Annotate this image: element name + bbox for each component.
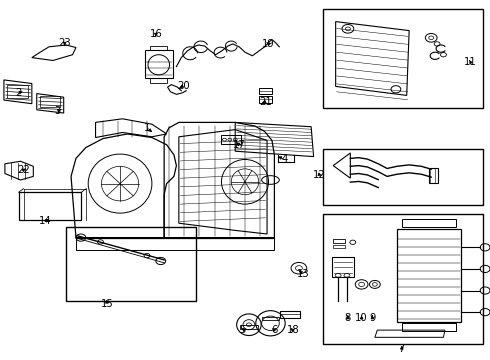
Bar — [397, 229, 461, 322]
Bar — [150, 78, 167, 83]
Bar — [402, 323, 456, 331]
Text: 4: 4 — [281, 154, 287, 164]
Bar — [323, 149, 483, 205]
Text: 18: 18 — [287, 325, 299, 336]
Bar — [259, 96, 272, 103]
Text: 3: 3 — [55, 106, 61, 116]
Bar — [259, 88, 272, 94]
Text: 12: 12 — [313, 170, 326, 180]
Text: 11: 11 — [464, 57, 477, 67]
Text: 10: 10 — [355, 312, 368, 323]
Text: 7: 7 — [398, 344, 405, 354]
Bar — [333, 245, 345, 248]
Text: 5: 5 — [239, 325, 246, 336]
Bar — [333, 239, 345, 243]
Text: 17: 17 — [233, 140, 245, 150]
Bar — [145, 50, 173, 78]
Bar — [220, 135, 241, 144]
Bar — [40, 96, 60, 107]
Bar — [402, 219, 456, 227]
Bar — [429, 168, 438, 183]
Text: 8: 8 — [345, 312, 351, 323]
Text: 16: 16 — [149, 29, 162, 39]
Text: 1: 1 — [144, 123, 150, 133]
Text: 20: 20 — [177, 81, 190, 91]
Text: 2: 2 — [15, 88, 22, 98]
Bar — [66, 227, 196, 301]
Text: 15: 15 — [100, 299, 113, 309]
Bar — [240, 325, 258, 329]
Text: 23: 23 — [58, 38, 71, 48]
Bar — [19, 192, 81, 220]
Text: 14: 14 — [39, 216, 51, 226]
Bar — [7, 85, 28, 98]
Bar — [323, 214, 483, 344]
Bar — [150, 46, 167, 50]
Text: 19: 19 — [262, 39, 275, 49]
Bar — [280, 311, 300, 318]
Text: 13: 13 — [296, 269, 309, 279]
Text: 21: 21 — [259, 96, 272, 107]
Bar — [262, 317, 279, 320]
Bar — [332, 257, 354, 277]
Bar — [323, 9, 483, 108]
Text: 6: 6 — [271, 325, 278, 336]
Text: 9: 9 — [369, 312, 376, 323]
Text: 22: 22 — [17, 165, 30, 175]
